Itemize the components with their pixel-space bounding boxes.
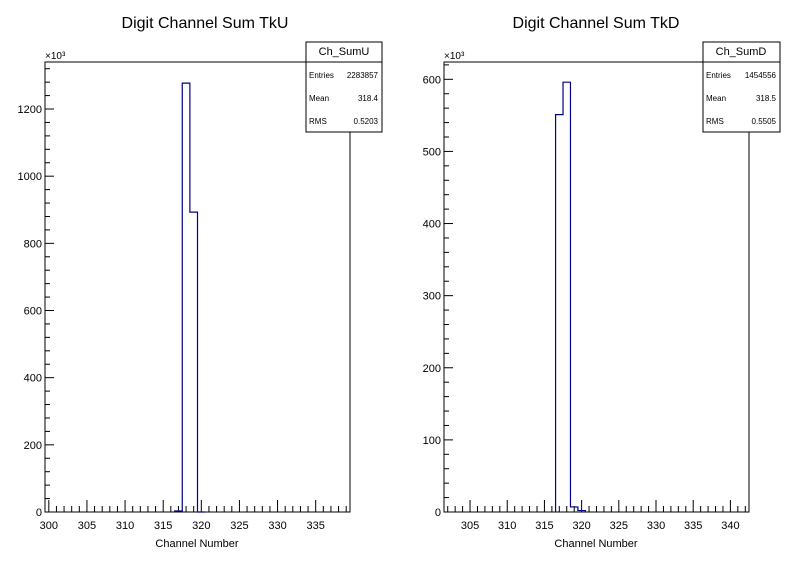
stats-entries-label: Entries	[309, 71, 334, 80]
x-tick-label: 300	[40, 520, 58, 532]
y-tick-label: 0	[435, 507, 441, 519]
tick-layer: 305 310 315 320 325 330 335 340 0 100 200 300 400 500…	[423, 64, 746, 532]
y-tick-label: 500	[423, 146, 441, 158]
x-tick-label: 305	[461, 520, 479, 532]
histogram-bin	[556, 115, 563, 512]
stats-rms-label: RMS	[706, 117, 724, 126]
x-tick-label: 320	[572, 520, 590, 532]
tick-layer: 300 305 310 315 320 325 330 335 0 200 400 600 800 100…	[18, 68, 347, 532]
stats-box-frame	[702, 41, 781, 133]
stats-box: Ch_SumU Entries 2283857 Mean 318.4 RMS 0…	[305, 41, 383, 133]
x-tick-label: 325	[230, 520, 248, 532]
chart-title: Digit Channel Sum TkU	[122, 15, 289, 32]
y-multiplier: ×10³	[444, 51, 465, 62]
stats-mean-value: 318.4	[358, 94, 379, 103]
stats-entries-value: 2283857	[347, 71, 379, 80]
histogram-series	[174, 82, 206, 513]
x-tick-label: 340	[721, 520, 739, 532]
stats-entries-label: Entries	[706, 71, 731, 80]
y-tick-label: 300	[423, 291, 441, 303]
y-tick-label: 600	[423, 74, 441, 86]
stats-mean-label: Mean	[309, 94, 329, 103]
y-tick-label: 400	[24, 373, 42, 385]
y-tick-label: 200	[423, 363, 441, 375]
stats-histogram-name: Ch_SumD	[716, 46, 767, 58]
y-tick-label: 400	[423, 219, 441, 231]
y-tick-label: 200	[24, 440, 42, 452]
histogram-series	[554, 81, 586, 512]
x-tick-label: 305	[78, 520, 96, 532]
panel-tku: Digit Channel Sum TkU ×10³ 300 305 310 315 3…	[18, 15, 383, 550]
stats-mean-value: 318.5	[756, 94, 777, 103]
y-tick-label: 0	[36, 507, 42, 519]
y-tick-label: 100	[423, 435, 441, 447]
y-multiplier: ×10³	[45, 51, 66, 62]
stats-box-frame	[305, 41, 383, 133]
stats-mean-label: Mean	[706, 94, 726, 103]
x-tick-label: 330	[647, 520, 665, 532]
x-tick-label: 320	[192, 520, 210, 532]
x-tick-label: 325	[610, 520, 628, 532]
y-tick-label: 1200	[18, 104, 42, 116]
panel-tkd: Digit Channel Sum TkD ×10³ 305 310 315 320 3…	[423, 15, 781, 550]
x-tick-label: 330	[268, 520, 286, 532]
x-tick-label: 315	[535, 520, 553, 532]
x-tick-label: 315	[154, 520, 172, 532]
y-tick-label: 800	[24, 238, 42, 250]
y-tick-label: 600	[24, 306, 42, 318]
stats-box: Ch_SumD Entries 1454556 Mean 318.5 RMS 0…	[702, 41, 781, 133]
y-tick-label: 1000	[18, 171, 42, 183]
x-axis-label: Channel Number	[155, 538, 238, 550]
stats-entries-value: 1454556	[745, 71, 777, 80]
histogram-bin	[182, 83, 190, 512]
x-tick-label: 335	[684, 520, 702, 532]
chart-title: Digit Channel Sum TkD	[513, 15, 680, 32]
stats-rms-value: 0.5203	[354, 117, 379, 126]
stats-rms-value: 0.5505	[752, 117, 777, 126]
x-axis-label: Channel Number	[554, 538, 637, 550]
x-tick-label: 335	[307, 520, 325, 532]
x-tick-label: 310	[116, 520, 134, 532]
stats-histogram-name: Ch_SumU	[319, 46, 370, 58]
x-tick-label: 310	[498, 520, 516, 532]
histogram-bin	[190, 212, 198, 512]
stats-rms-label: RMS	[309, 117, 327, 126]
histogram-bin	[563, 82, 570, 512]
